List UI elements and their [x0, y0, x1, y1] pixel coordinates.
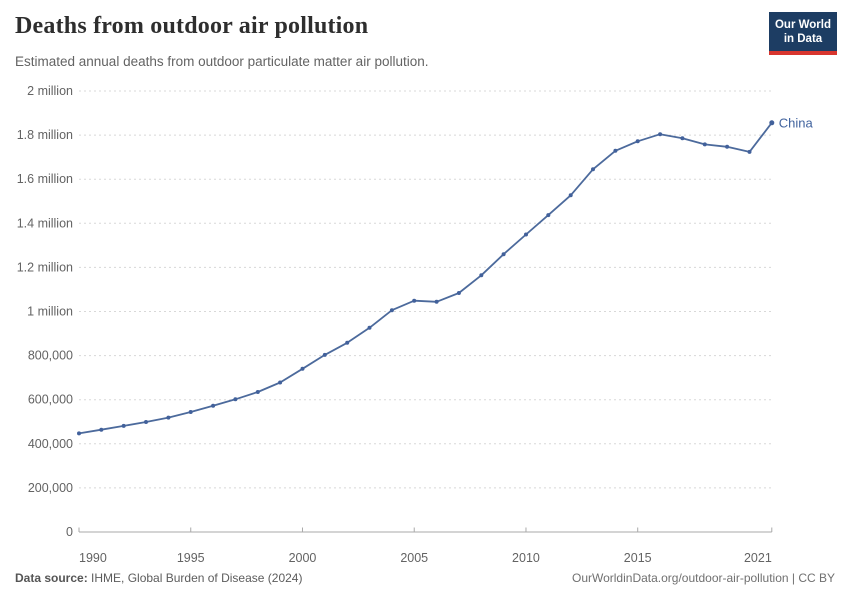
data-point[interactable] [211, 403, 216, 408]
x-tick-label: 2021 [744, 551, 772, 565]
series-end-label: China [779, 115, 814, 130]
y-tick-label: 400,000 [28, 437, 73, 451]
data-point[interactable] [546, 213, 551, 218]
owid-logo: Our World in Data [769, 12, 837, 55]
data-source-label: Data source: [15, 571, 88, 585]
data-point[interactable] [144, 420, 148, 424]
y-tick-label: 1.4 million [17, 216, 73, 230]
y-tick-label: 0 [66, 525, 73, 539]
data-point[interactable] [389, 308, 394, 313]
x-tick-label: 1990 [79, 551, 107, 565]
x-tick-label: 2000 [289, 551, 317, 565]
data-point[interactable] [345, 340, 350, 345]
data-point[interactable] [769, 120, 775, 126]
data-point[interactable] [300, 366, 305, 371]
data-point[interactable] [479, 273, 484, 278]
y-tick-label: 600,000 [28, 393, 73, 407]
x-tick-label: 2010 [512, 551, 540, 565]
chart-subtitle: Estimated annual deaths from outdoor par… [15, 54, 429, 69]
owid-logo-line1: Our World [774, 19, 831, 31]
x-tick-label: 1995 [177, 551, 205, 565]
series-line [78, 121, 773, 435]
data-point[interactable] [99, 427, 104, 432]
data-point[interactable] [456, 291, 461, 295]
owid-logo-line2: in Data [783, 33, 823, 46]
data-point[interactable] [412, 298, 417, 303]
data-point[interactable] [568, 193, 573, 198]
x-tick-label: 2015 [624, 551, 652, 565]
data-point[interactable] [255, 390, 260, 394]
data-point[interactable] [702, 142, 707, 147]
data-point[interactable] [725, 144, 730, 149]
data-point[interactable] [278, 380, 283, 385]
y-tick-label: 1.8 million [17, 128, 73, 142]
data-point[interactable] [166, 415, 171, 420]
data-point[interactable] [434, 299, 439, 304]
data-point[interactable] [591, 167, 595, 172]
y-tick-label: 2 million [27, 84, 73, 98]
data-point[interactable] [121, 423, 126, 428]
y-tick-label: 800,000 [28, 349, 73, 363]
data-point[interactable] [635, 139, 640, 144]
data-point[interactable] [77, 431, 81, 436]
data-point[interactable] [233, 397, 238, 402]
y-tick-label: 200,000 [28, 481, 73, 495]
data-point[interactable] [188, 410, 193, 414]
data-point[interactable] [367, 325, 372, 330]
data-source-note: Data source: IHME, Global Burden of Dise… [15, 571, 302, 585]
page-title: Deaths from outdoor air pollution [15, 13, 369, 39]
chart-footer: Data source: IHME, Global Burden of Dise… [15, 571, 835, 585]
data-point[interactable] [501, 252, 506, 257]
data-source-text: IHME, Global Burden of Disease (2024) [87, 571, 303, 585]
y-tick-label: 1.2 million [17, 260, 73, 274]
y-tick-label: 1.6 million [17, 172, 73, 186]
x-tick-label: 2005 [400, 551, 428, 565]
data-point[interactable] [524, 232, 528, 237]
data-point[interactable] [658, 132, 663, 137]
data-point[interactable] [322, 352, 327, 357]
data-point[interactable] [680, 136, 685, 141]
attribution-text: OurWorldinData.org/outdoor-air-pollution… [571, 571, 835, 585]
y-tick-label: 1 million [27, 305, 73, 319]
data-point[interactable] [747, 149, 752, 154]
data-point[interactable] [613, 148, 618, 153]
